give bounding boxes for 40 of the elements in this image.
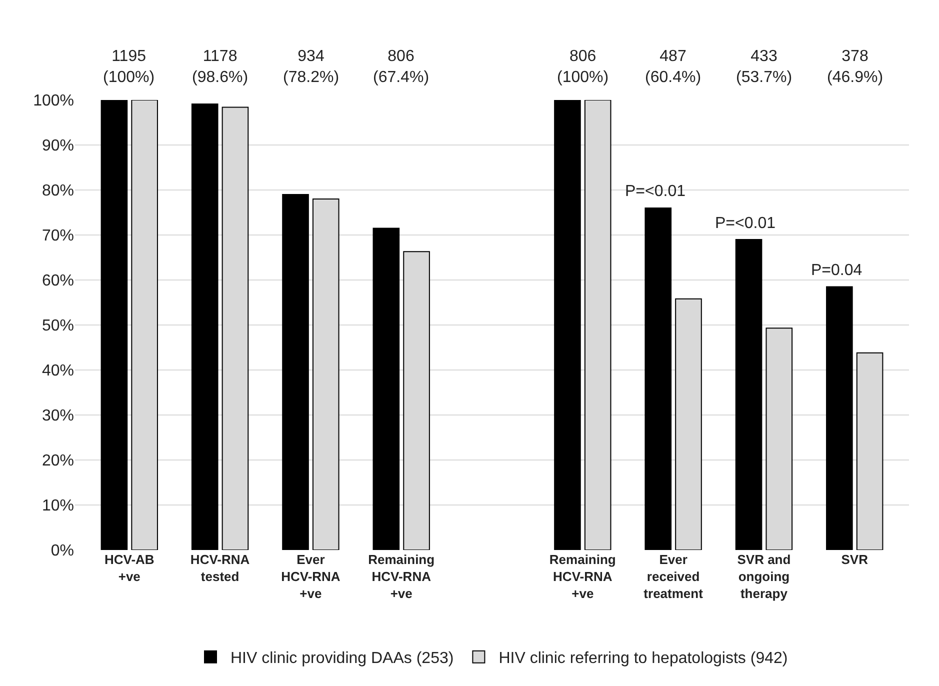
text: 1178 (98.6%): [192, 48, 248, 86]
legend-label: HIV clinic referring to hepatologists (942): [498, 650, 788, 668]
x-tick-label: HCV-AB +ve: [104, 552, 154, 584]
bar: [372, 228, 400, 550]
y-tick-label: 100%: [33, 92, 74, 110]
text: 1195 (100%): [103, 48, 155, 86]
annotation: P=<0.01: [625, 183, 686, 200]
bar: [191, 104, 218, 550]
y-tick-label: 30%: [42, 408, 74, 425]
x-tick-label: Ever received treatment: [644, 552, 704, 601]
y-tick-label: 50%: [42, 318, 74, 335]
legend-label: HIV clinic providing DAAs (253): [230, 650, 454, 668]
y-tick-label: 90%: [42, 138, 74, 155]
text: 934 (78.2%): [283, 48, 340, 86]
y-tick-label: 10%: [42, 498, 74, 515]
y-tick-label: 0%: [50, 542, 74, 560]
annotation: P=<0.01: [715, 215, 776, 232]
text: 378 (46.9%): [827, 48, 884, 86]
y-tick-label: 70%: [42, 228, 74, 245]
annotation: P=0.04: [811, 262, 862, 279]
text: 433 (53.7%): [736, 48, 792, 86]
x-tick-label: SVR: [841, 552, 869, 567]
text: 806 (100%): [557, 48, 609, 86]
y-tick-label: 40%: [42, 362, 74, 380]
x-tick-label: Remaining HCV-RNA +ve: [368, 552, 435, 601]
text: 806 (67.4%): [373, 48, 430, 86]
y-tick-label: 20%: [42, 452, 74, 470]
x-tick-label: Ever HCV-RNA +ve: [281, 552, 341, 601]
text: 487 (60.4%): [645, 48, 702, 86]
bar: [100, 100, 128, 550]
x-tick-label: SVR and ongoing therapy: [737, 552, 791, 601]
x-tick-label: Remaining HCV-RNA +ve: [549, 552, 616, 601]
bar: [644, 208, 672, 550]
x-tick-label: HCV-RNA tested: [190, 552, 250, 584]
y-tick-label: 60%: [42, 272, 74, 290]
y-tick-label: 80%: [42, 182, 74, 200]
bar: [735, 239, 762, 550]
bar: [826, 286, 853, 550]
bar: [282, 194, 309, 550]
bar: [554, 100, 581, 550]
